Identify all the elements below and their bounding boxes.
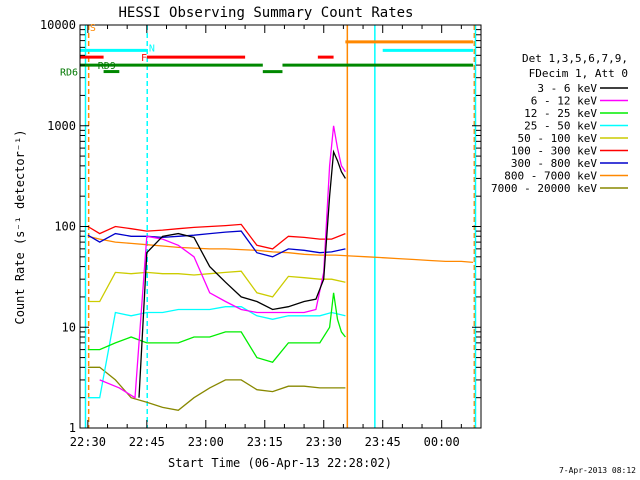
plot-area (80, 25, 477, 428)
series-line (87, 306, 346, 399)
legend-entry-label: 12 - 25 keV (524, 107, 597, 120)
series-line (87, 366, 346, 411)
legend-entry-label: 300 - 800 keV (511, 157, 597, 170)
series-line (99, 125, 346, 399)
legend-entry-label: 100 - 300 keV (511, 145, 597, 158)
y-tick-label: 10000 (40, 18, 76, 32)
timestamp: 7-Apr-2013 08:12 (559, 466, 636, 475)
x-tick-label: 23:45 (365, 435, 401, 449)
series-line (87, 230, 346, 258)
legend-entry-label: 3 - 6 keV (537, 82, 597, 95)
series-line (87, 223, 346, 250)
x-tick-label: 00:00 (424, 435, 460, 449)
y-axis-label: Count Rate (s⁻¹ detector⁻¹) (13, 129, 27, 324)
x-tick-label: 23:30 (306, 435, 342, 449)
series-line (87, 292, 346, 363)
series-line (87, 270, 346, 303)
legend-entry-label: 6 - 12 keV (531, 95, 598, 108)
state-marker-labels: S NF RD9 RD6 (60, 23, 155, 78)
legend-entry-label: 7000 - 20000 keV (491, 182, 597, 195)
state-marker-label: F (141, 53, 147, 64)
legend: Det 1,3,5,6,7,9, FDecim 1, Att 0 3 - 6 k… (491, 52, 628, 195)
legend-header-line-2: FDecim 1, Att 0 (529, 67, 628, 80)
state-marker-label: RD6 (60, 68, 78, 79)
legend-entry-label: 25 - 50 keV (524, 120, 597, 133)
y-tick-label: 1 (69, 421, 76, 435)
state-marker-label: RD9 (98, 61, 116, 72)
y-tick-label: 1000 (47, 119, 76, 133)
x-axis-label: Start Time (06-Apr-13 22:28:02) (168, 456, 392, 470)
y-tick-label: 10 (62, 320, 76, 334)
legend-entry-label: 50 - 100 keV (518, 132, 598, 145)
x-tick-label: 23:00 (188, 435, 224, 449)
y-axis: 1 10 100 1000 10000 (40, 18, 481, 435)
y-tick-label: 100 (54, 220, 76, 234)
legend-entry-label: 800 - 7000 keV (504, 170, 597, 183)
x-axis: 22:30 22:45 23:00 23:15 23:30 23:45 00:00 (70, 25, 462, 449)
x-tick-label: 22:45 (129, 435, 165, 449)
x-tick-label: 22:30 (70, 435, 106, 449)
state-marker-label: N (149, 43, 155, 54)
series-line (138, 149, 346, 398)
legend-header-line-1: Det 1,3,5,6,7,9, (522, 52, 628, 65)
data-series (87, 125, 474, 411)
state-marker-label: S (90, 23, 96, 34)
x-tick-label: 23:15 (247, 435, 283, 449)
chart-title: HESSI Observing Summary Count Rates (118, 5, 413, 21)
